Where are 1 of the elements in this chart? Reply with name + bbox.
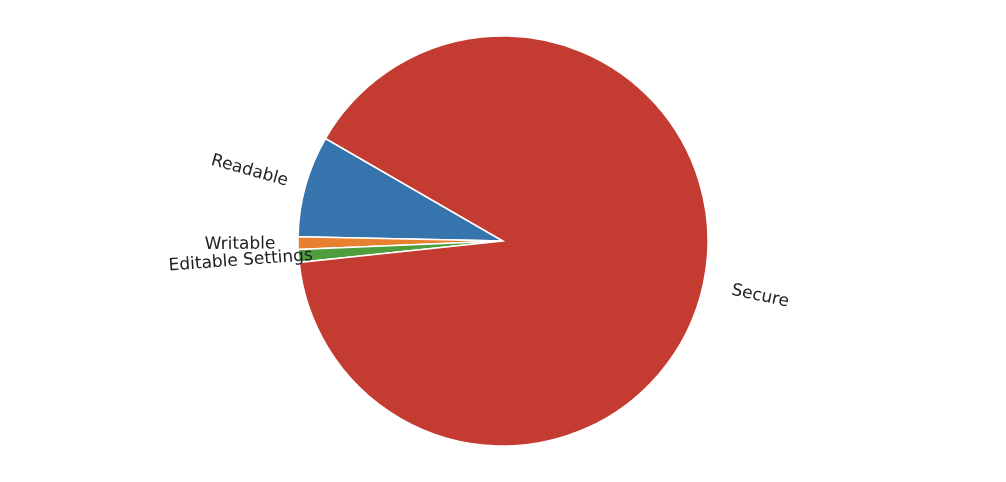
slice-label: Secure bbox=[729, 278, 792, 311]
